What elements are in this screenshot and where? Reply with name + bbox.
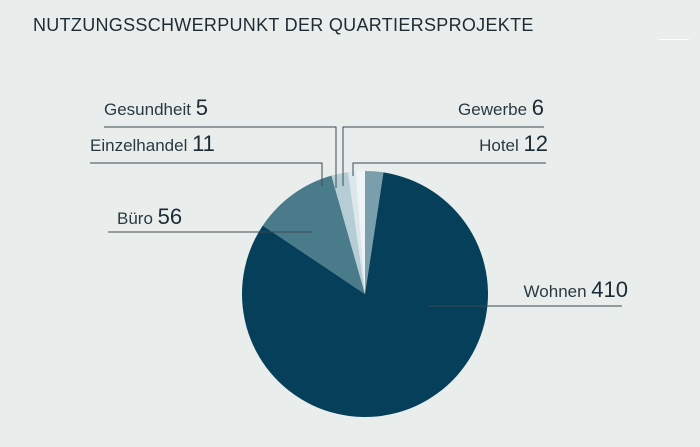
leader-line-einzelhandel [90,162,323,186]
slice-label-gesundheit: Gesundheit 5 [104,95,208,120]
pie-slice-hotel [365,171,384,294]
slice-label-wohnen: Wohnen 410 [524,277,628,302]
slice-labels: Hotel 12 Wohnen 410 Büro 56 Einzelhandel 11… [90,95,628,302]
slice-label-hotel: Hotel 12 [479,131,548,156]
slice-label-büro: Büro 56 [117,204,182,229]
pie-slice-gesundheit [348,171,365,294]
pie-slice-einzelhandel [331,172,365,294]
chart-title: NUTZUNGSSCHWERPUNKT DER QUARTIERSPROJEKT… [33,15,534,35]
leader-lines [90,126,622,307]
pie-slice-büro [262,175,365,294]
slice-label-einzelhandel: Einzelhandel 11 [90,131,215,156]
pie-slices [242,171,489,417]
leader-line-hotel [352,162,546,176]
pie-slice-wohnen [242,172,489,417]
leader-line-gewerbe [342,126,544,186]
leader-line-gesundheit [104,126,337,188]
pie-slice-gewerbe [355,171,365,294]
slice-label-gewerbe: Gewerbe 6 [458,95,544,120]
corner-decoration [659,39,689,40]
